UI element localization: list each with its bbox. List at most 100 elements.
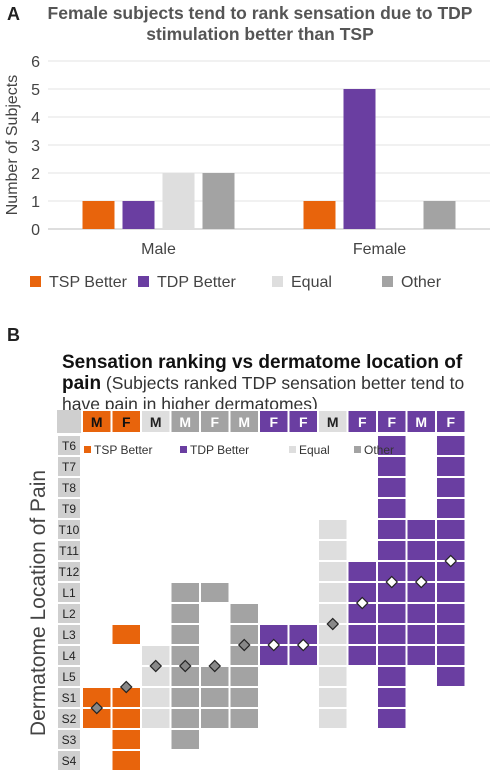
header-sex-label: M	[179, 414, 191, 430]
legend-label: TDP Better	[157, 274, 237, 291]
row-label-cell-s4	[56, 749, 82, 772]
legend-swatch-equal	[272, 276, 283, 287]
grid-cell	[169, 623, 201, 646]
header-sex-label: F	[446, 414, 455, 430]
grid-cell	[435, 434, 467, 457]
row-label: T7	[62, 460, 76, 474]
legend-b-label: Equal	[299, 443, 330, 457]
legend-swatch-tsp-better	[30, 276, 41, 287]
grid-cell	[110, 623, 142, 646]
legend-b-swatch-other	[354, 446, 361, 453]
grid-cell	[435, 476, 467, 499]
grid-cell	[376, 518, 408, 541]
bar-tsp-better-female	[303, 201, 336, 229]
bar-other-male	[202, 173, 235, 229]
grid-cell	[228, 707, 260, 730]
header-sex-label: M	[150, 414, 162, 430]
row-label: S2	[62, 712, 77, 726]
header-sex-label: M	[238, 414, 250, 430]
grid-cell	[435, 665, 467, 688]
chart-b-title-bold: Sensation ranking vs dermatome location …	[62, 352, 463, 394]
grid-cell	[376, 623, 408, 646]
grid-cell	[199, 686, 231, 709]
grid-cell	[317, 560, 349, 583]
grid-cell	[317, 686, 349, 709]
median-marker-diamond	[178, 659, 192, 673]
bar-tdp-better-female	[343, 89, 376, 229]
x-category-label: Male	[141, 241, 176, 258]
grid-cell	[346, 644, 378, 667]
grid-cell	[435, 518, 467, 541]
grid-cell	[228, 686, 260, 709]
row-label: S4	[62, 754, 77, 768]
grid-cell	[435, 644, 467, 667]
grid-cell	[376, 455, 408, 478]
grid-cell	[376, 539, 408, 562]
grid-cell	[140, 686, 172, 709]
median-marker-diamond	[267, 638, 281, 652]
grid-cell	[317, 665, 349, 688]
grid-cell	[376, 665, 408, 688]
legend-swatch-tdp-better	[138, 276, 149, 287]
legend-b-swatch-tsp	[84, 446, 91, 453]
row-label: T6	[62, 439, 76, 453]
grid-cell	[228, 602, 260, 625]
header-cell-col-13	[435, 409, 467, 434]
median-marker-diamond	[90, 701, 104, 715]
median-marker-diamond	[414, 575, 428, 589]
row-label: L4	[62, 649, 76, 663]
legend-label: Other	[401, 274, 442, 291]
legend-b-label: TSP Better	[94, 443, 152, 457]
grid-cell	[169, 602, 201, 625]
grid-cell	[110, 707, 142, 730]
bar-other-female	[423, 201, 456, 229]
row-label: T9	[62, 502, 76, 516]
median-marker-diamond	[355, 596, 369, 610]
y-tick-label: 6	[31, 54, 40, 71]
bar-tsp-better-male	[82, 201, 115, 229]
median-marker-diamond	[296, 638, 310, 652]
x-category-label: Female	[353, 241, 406, 258]
header-sex-label: M	[91, 414, 103, 430]
grid-cell	[405, 539, 437, 562]
grid-cell	[169, 707, 201, 730]
y-axis-title: Number of Subjects	[4, 75, 21, 216]
y-tick-label: 0	[31, 222, 40, 239]
y-tick-label: 5	[31, 82, 40, 99]
row-label: T10	[59, 523, 80, 537]
header-sex-label: M	[327, 414, 339, 430]
grid-cell	[140, 707, 172, 730]
grid-cell	[110, 749, 142, 772]
grid-cell	[376, 497, 408, 520]
median-marker-diamond	[149, 659, 163, 673]
row-label: S3	[62, 733, 77, 747]
grid-cell	[405, 623, 437, 646]
header-sex-label: F	[122, 414, 131, 430]
bar-tdp-better-male	[122, 201, 155, 229]
legend-b-swatch-equal	[289, 446, 296, 453]
grid-cell	[376, 686, 408, 709]
grid-cell	[405, 518, 437, 541]
y-axis-title-b: Dermatome Location of Pain	[27, 470, 50, 736]
grid-cell	[317, 581, 349, 604]
header-corner-cell	[57, 410, 81, 433]
header-sex-label: M	[415, 414, 427, 430]
row-label: L1	[62, 586, 76, 600]
median-marker-diamond	[326, 617, 340, 631]
header-sex-label: F	[210, 414, 219, 430]
grid-cell	[317, 644, 349, 667]
panel-b-letter: B	[7, 325, 20, 345]
y-tick-label: 3	[31, 138, 40, 155]
grid-cell	[228, 665, 260, 688]
grid-cell	[435, 602, 467, 625]
grid-cell	[199, 707, 231, 730]
median-marker-diamond	[119, 680, 133, 694]
grid-cell	[169, 686, 201, 709]
grid-cell	[317, 518, 349, 541]
row-label: L3	[62, 628, 76, 642]
y-tick-label: 2	[31, 166, 40, 183]
row-label: T11	[59, 544, 79, 558]
grid-cell	[317, 707, 349, 730]
legend-label: Equal	[291, 274, 332, 291]
